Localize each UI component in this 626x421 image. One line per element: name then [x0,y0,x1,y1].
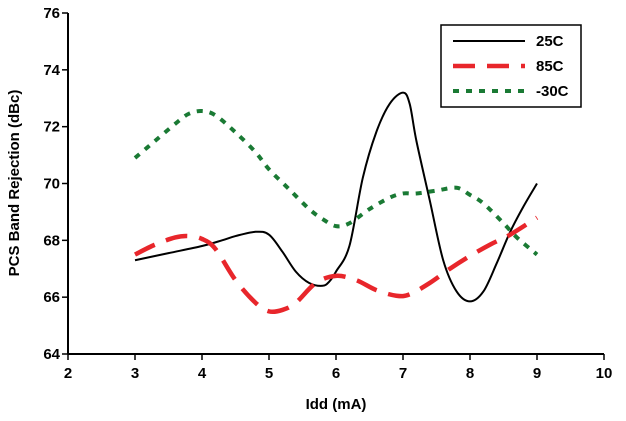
y-tick-label: 70 [43,176,60,193]
x-tick-label: 7 [399,365,407,382]
series-line-0 [134,91,538,303]
x-tick-label: 5 [265,365,273,382]
x-tick-label: 3 [131,365,139,382]
x-tick-label: 4 [198,365,207,382]
x-axis-title: Idd (mA) [306,396,367,413]
x-tick-label: 9 [533,365,541,382]
legend-label: 85C [536,58,564,75]
y-tick-label: 72 [43,119,60,136]
x-tick-label: 2 [64,365,72,382]
y-tick-label: 74 [43,62,60,79]
legend-label: -30C [536,83,569,100]
y-tick-label: 68 [43,232,60,249]
y-tick-label: 64 [43,346,60,363]
y-axis-title: PCS Band Rejection (dBc) [6,90,23,277]
x-tick-label: 6 [332,365,340,382]
y-tick-label: 76 [43,5,60,22]
x-tick-label: 8 [466,365,474,382]
chart-axes [62,12,605,360]
series-line-1 [133,215,539,315]
x-tick-label: 10 [596,365,613,382]
tick-labels: 2 3 4 5 6 7 8 9 10 64 66 68 70 72 74 76 [43,5,612,382]
legend: 25C 85C -30C [440,24,582,108]
series-line-2 [133,109,539,257]
legend-label: 25C [536,33,564,50]
chart-series [133,91,539,315]
y-tick-label: 66 [43,289,60,306]
